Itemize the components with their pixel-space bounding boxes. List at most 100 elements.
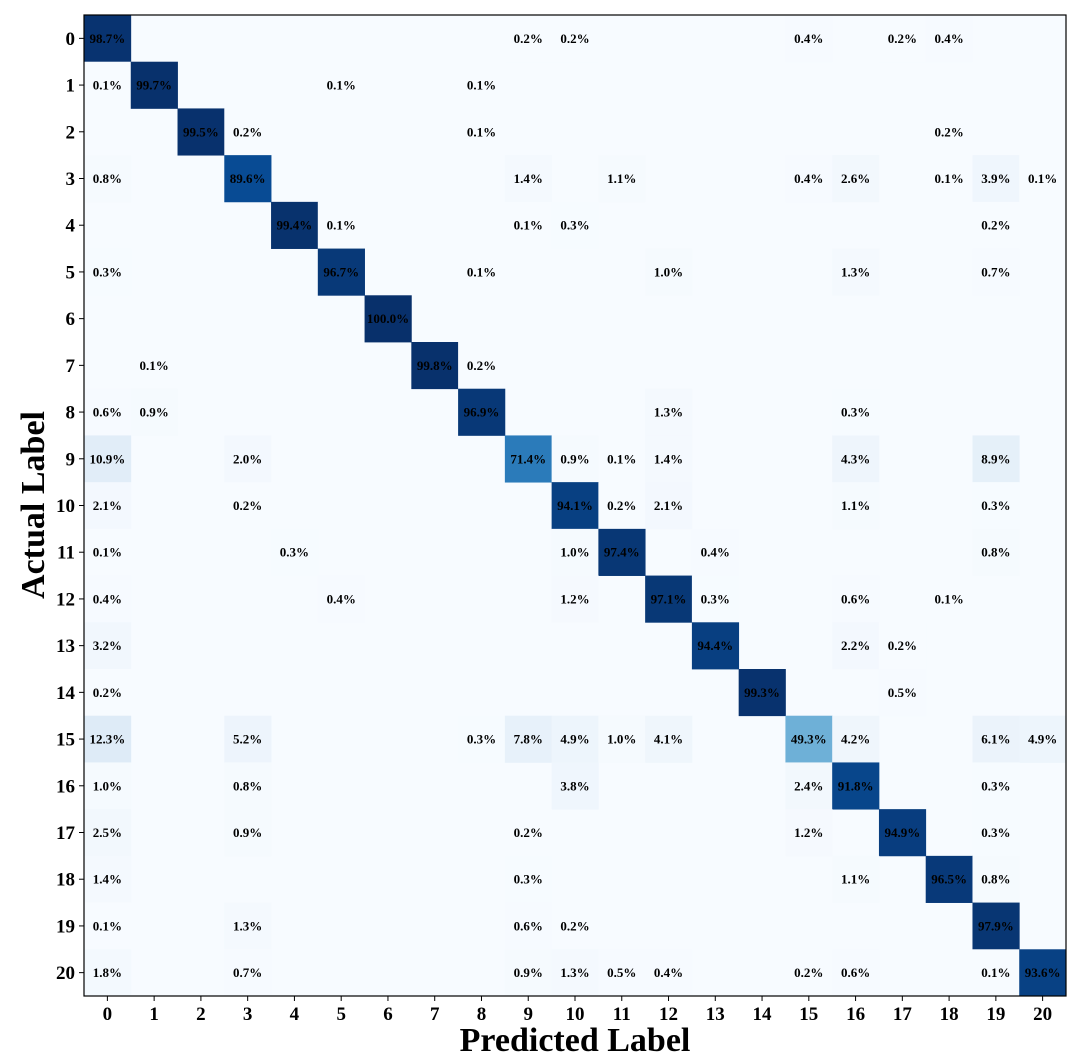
heatmap-cell bbox=[458, 342, 506, 390]
heatmap-cell bbox=[972, 528, 1020, 576]
cell-value-label: 0.1% bbox=[934, 591, 963, 606]
cell-value-label: 0.1% bbox=[327, 218, 356, 233]
heatmap-cell bbox=[598, 949, 646, 997]
cell-value-label: 0.3% bbox=[514, 872, 543, 887]
y-tick-label: 1 bbox=[66, 76, 76, 97]
cell-value-label: 0.9% bbox=[514, 965, 543, 980]
heatmap-cell bbox=[551, 902, 599, 950]
cell-value-label: 0.1% bbox=[467, 78, 496, 93]
cell-value-label: 97.1% bbox=[651, 591, 687, 606]
heatmap-cell bbox=[925, 108, 973, 156]
cell-value-label: 0.6% bbox=[841, 965, 870, 980]
cell-value-label: 0.1% bbox=[467, 124, 496, 139]
y-tick-label: 17 bbox=[56, 823, 76, 844]
heatmap-cell bbox=[504, 435, 553, 483]
x-tick-label: 18 bbox=[940, 1004, 959, 1025]
heatmap-cell bbox=[458, 388, 506, 436]
heatmap-cell bbox=[551, 949, 599, 997]
cell-value-label: 0.1% bbox=[93, 918, 122, 933]
x-tick-label: 0 bbox=[103, 1004, 113, 1025]
cell-value-label: 0.3% bbox=[981, 825, 1010, 840]
cell-value-label: 0.1% bbox=[327, 78, 356, 93]
x-axis-title: Predicted Label bbox=[460, 1022, 691, 1059]
heatmap-cell bbox=[224, 482, 272, 530]
heatmap-cell bbox=[645, 949, 693, 997]
heatmap-cell bbox=[878, 809, 927, 857]
cell-value-label: 0.3% bbox=[841, 405, 870, 420]
cell-value-label: 99.3% bbox=[744, 685, 780, 700]
cell-value-label: 0.4% bbox=[654, 965, 683, 980]
cell-value-label: 94.4% bbox=[697, 638, 733, 653]
cell-value-label: 0.6% bbox=[841, 591, 870, 606]
heatmap-cell bbox=[504, 201, 553, 249]
cell-value-label: 0.3% bbox=[701, 591, 730, 606]
x-tick-label: 13 bbox=[706, 1004, 725, 1025]
cell-value-label: 0.8% bbox=[981, 545, 1010, 560]
cell-value-label: 49.3% bbox=[791, 732, 827, 747]
cell-value-label: 0.2% bbox=[607, 498, 636, 513]
heatmap-cell bbox=[925, 575, 973, 623]
y-tick-label: 7 bbox=[66, 356, 76, 377]
x-tick-label: 4 bbox=[290, 1004, 300, 1025]
cell-value-label: 0.2% bbox=[233, 498, 262, 513]
heatmap-cell bbox=[878, 669, 927, 717]
cell-value-label: 12.3% bbox=[90, 732, 126, 747]
cell-value-label: 0.8% bbox=[981, 872, 1010, 887]
heatmap-cell bbox=[691, 575, 740, 623]
heatmap-cell bbox=[598, 435, 646, 483]
heatmap-cell bbox=[691, 622, 740, 670]
cell-value-label: 3.9% bbox=[981, 171, 1010, 186]
heatmap-cell bbox=[504, 15, 553, 63]
cell-value-label: 0.1% bbox=[1028, 171, 1057, 186]
heatmap-cell bbox=[645, 715, 693, 763]
cell-value-label: 0.1% bbox=[607, 451, 636, 466]
x-tick-label: 6 bbox=[383, 1004, 393, 1025]
heatmap-cell bbox=[832, 155, 880, 203]
y-tick-label: 19 bbox=[56, 916, 75, 937]
heatmap-cell bbox=[972, 855, 1020, 903]
heatmap-cell bbox=[832, 575, 880, 623]
heatmap-cell bbox=[130, 388, 178, 436]
heatmap-cell bbox=[364, 295, 412, 343]
cell-value-label: 4.2% bbox=[841, 732, 870, 747]
cell-value-label: 0.9% bbox=[140, 405, 169, 420]
heatmap-cell bbox=[832, 622, 880, 670]
cell-value-label: 0.3% bbox=[560, 218, 589, 233]
heatmap-cell bbox=[832, 949, 880, 997]
x-tick-label: 1 bbox=[149, 1004, 159, 1025]
heatmap-cell bbox=[84, 902, 132, 950]
heatmap-cell bbox=[84, 155, 132, 203]
cell-value-label: 2.4% bbox=[794, 778, 823, 793]
cell-value-label: 1.0% bbox=[607, 732, 636, 747]
heatmap-cell bbox=[691, 528, 740, 576]
cell-value-label: 0.2% bbox=[560, 31, 589, 46]
heatmap-cell bbox=[458, 248, 506, 296]
y-tick-label: 12 bbox=[56, 589, 75, 610]
cell-value-label: 0.2% bbox=[514, 825, 543, 840]
heatmap-cell bbox=[645, 575, 693, 623]
heatmap-cell bbox=[551, 482, 599, 530]
y-tick-label: 20 bbox=[56, 963, 75, 984]
heatmap-cell bbox=[224, 762, 272, 810]
cell-value-label: 0.1% bbox=[934, 171, 963, 186]
cell-value-label: 0.2% bbox=[888, 31, 917, 46]
heatmap-cell bbox=[84, 762, 132, 810]
cell-value-label: 0.3% bbox=[280, 545, 309, 560]
cell-value-label: 0.2% bbox=[93, 685, 122, 700]
cell-value-label: 1.0% bbox=[93, 778, 122, 793]
heatmap-cell bbox=[925, 15, 973, 63]
cell-value-labels: 98.7% 0.2% 0.2% 0.4% 0.2% 0.4% 0.1% 99.7% 0.1% 0.… bbox=[90, 31, 1061, 980]
heatmap-cell bbox=[224, 902, 272, 950]
heatmap-cell bbox=[972, 715, 1020, 763]
heatmap-cell bbox=[598, 155, 646, 203]
heatmap-cell bbox=[224, 155, 272, 203]
heatmap-cell bbox=[1019, 155, 1067, 203]
cell-value-label: 1.1% bbox=[607, 171, 636, 186]
heatmap-cell bbox=[84, 435, 132, 483]
heatmap-cell bbox=[598, 528, 646, 576]
cell-value-label: 1.3% bbox=[654, 405, 683, 420]
heatmap-cell bbox=[832, 482, 880, 530]
cell-value-label: 2.5% bbox=[93, 825, 122, 840]
heatmap-cell bbox=[832, 715, 880, 763]
heatmap-cell bbox=[972, 902, 1020, 950]
